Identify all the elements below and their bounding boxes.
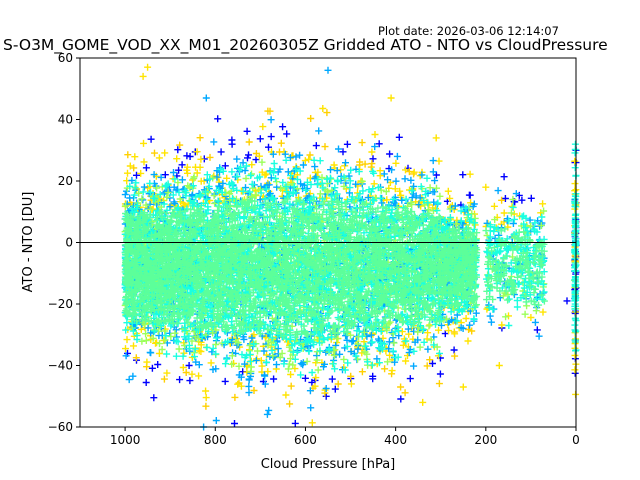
y-tick-label: 60 [58,51,73,65]
y-axis: −60 −40 −20 0 20 40 60 [48,51,80,434]
y-tick-label: −60 [48,420,73,434]
y-tick-label: 40 [58,113,73,127]
y-tick-label: −40 [48,359,73,373]
y-tick-label: −20 [48,297,73,311]
y-tick-label: 20 [58,174,73,188]
data-points [121,63,580,431]
x-tick-label: 1000 [110,433,141,447]
x-axis-label: Cloud Pressure [hPa] [261,457,396,472]
chart-title: S-O3M_GOME_VOD_XX_M01_20260305Z Gridded … [3,36,608,55]
x-tick-label: 200 [474,433,497,447]
scatter-points-mint [121,195,548,340]
x-axis: 1000 800 600 400 200 0 [110,427,580,447]
y-axis-label: ATO - NTO [DU] [21,192,36,293]
x-tick-label: 800 [204,433,227,447]
scatter-points-gold [124,107,506,410]
x-tick-label: 400 [384,433,407,447]
x-tick-label: 0 [572,433,580,447]
y-tick-label: 0 [65,236,73,250]
x-tick-label: 600 [294,433,317,447]
plot-date-label: Plot date: 2026-03-06 12:14:07 [378,24,559,38]
